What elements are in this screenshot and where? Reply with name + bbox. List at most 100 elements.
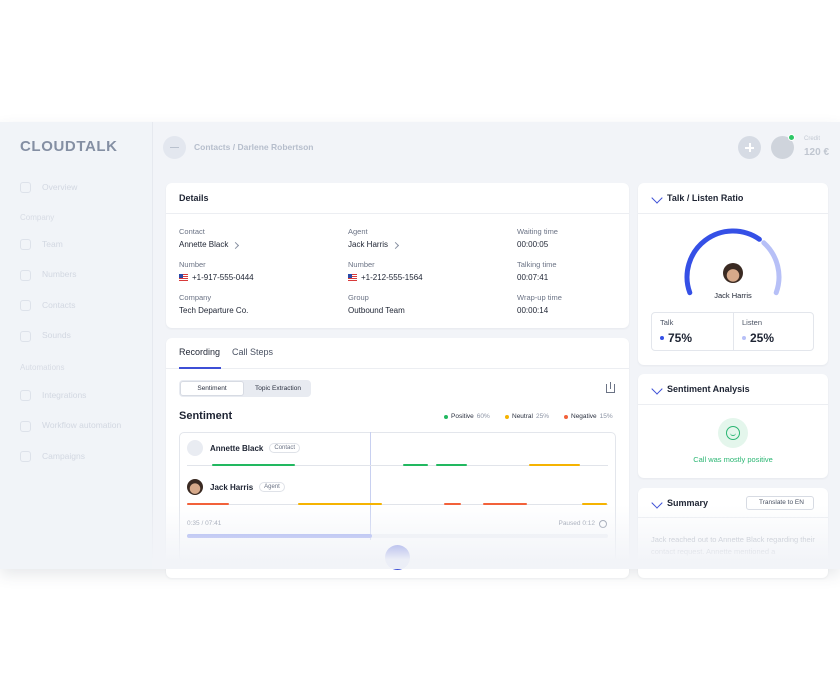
section-heading: Sentiment — [179, 410, 233, 423]
flag-us — [179, 274, 188, 281]
divider — [166, 368, 629, 369]
field-value[interactable]: Annette Black — [179, 240, 229, 250]
agent-name: Jack Harris — [714, 290, 752, 300]
nav-item[interactable]: Integrations — [42, 389, 87, 400]
track — [187, 503, 608, 505]
card-title: Summary — [667, 497, 709, 508]
sentiment-segment — [582, 503, 607, 505]
stat-value: 25% — [750, 330, 775, 345]
add-plus-v — [749, 143, 751, 152]
sentiment-segment — [529, 464, 580, 466]
sidebar-divider — [152, 122, 153, 569]
breadcrumb[interactable]: Contacts / Darlene Robertson — [194, 141, 314, 152]
nav-item[interactable]: Sounds — [42, 330, 71, 341]
field-value: Outbound Team — [348, 306, 405, 316]
nav-item[interactable]: Contacts — [42, 299, 76, 310]
legend-value: 60% — [476, 413, 490, 420]
speaker-name: Jack Harris — [210, 482, 254, 492]
divider — [638, 213, 828, 214]
nav-item[interactable]: Overview — [42, 181, 78, 192]
legend-item: Neutral 25% — [512, 412, 572, 422]
field-value: 00:00:14 — [517, 306, 549, 316]
stats-box — [651, 312, 814, 351]
legend-value: 25% — [535, 413, 549, 420]
legend-dot — [564, 415, 568, 419]
online-dot — [788, 134, 795, 141]
flag-us — [348, 274, 357, 281]
nav-icon — [20, 269, 31, 281]
translate-label[interactable]: Translate to EN — [759, 499, 804, 507]
segment-active[interactable] — [180, 381, 244, 396]
sentiment-segment — [212, 464, 295, 466]
legend-dot — [505, 415, 509, 419]
sentiment-segment — [436, 464, 467, 466]
credit-label: Credit — [804, 136, 821, 143]
flag-canton — [179, 274, 183, 278]
field-value: 00:07:41 — [517, 273, 549, 283]
nav-section-title: Automations — [20, 363, 65, 373]
smile-face — [726, 426, 740, 440]
download-icon[interactable] — [606, 384, 615, 393]
field-label: Group — [348, 292, 369, 302]
field-value: 00:00:05 — [517, 240, 549, 250]
card-title: Talk / Listen Ratio — [667, 192, 744, 203]
legend-value: 15% — [599, 413, 613, 420]
stat-label: Talk — [660, 317, 674, 327]
bottom-fade — [0, 505, 840, 569]
field-value: +1-917-555-0444 — [192, 273, 254, 283]
sentiment-segment — [298, 503, 382, 505]
details-card — [166, 183, 629, 328]
nav-item[interactable]: Team — [42, 238, 63, 249]
download-arrow — [610, 382, 612, 389]
speaker-role: Agent — [259, 482, 285, 492]
field-label: Wrap-up time — [517, 292, 562, 302]
tab[interactable]: Call Steps — [232, 346, 274, 357]
sentiment-segment — [187, 503, 229, 505]
divider — [638, 404, 828, 405]
segment[interactable]: Topic Extraction — [255, 384, 301, 392]
logo: CLOUDTALK — [20, 138, 118, 155]
card-title: Details — [179, 192, 209, 203]
field-label: Company — [179, 292, 212, 302]
stat-dot — [742, 336, 746, 340]
speaker-avatar — [187, 440, 203, 456]
field-label: Waiting time — [517, 226, 558, 236]
nav-icon — [20, 239, 31, 250]
field-label: Talking time — [517, 259, 557, 269]
nav-icon — [20, 451, 31, 462]
sentiment-segment — [403, 464, 428, 466]
field-value[interactable]: Jack Harris — [348, 240, 389, 250]
speaker-row: Annette Black Contact — [210, 442, 410, 454]
field-value: Tech Departure Co. — [179, 306, 249, 316]
field-value: +1-212-555-1564 — [361, 273, 423, 283]
card-title: Sentiment Analysis — [667, 383, 750, 394]
legend-name: Negative — [571, 413, 597, 420]
nav-section-title: Company — [20, 213, 55, 223]
tab[interactable]: Recording — [179, 346, 221, 357]
credit-value: 120 € — [804, 147, 830, 158]
user-avatar[interactable] — [771, 136, 794, 159]
nav-icon — [20, 300, 31, 311]
nav-item[interactable]: Campaigns — [42, 450, 85, 461]
sentiment-result: Call was mostly positive — [693, 454, 773, 464]
speaker-avatar — [187, 479, 203, 495]
legend-item: Negative 15% — [571, 412, 631, 422]
nav-icon — [20, 420, 31, 432]
tab-underline — [179, 367, 221, 369]
segment[interactable]: Sentiment — [197, 384, 227, 392]
playhead — [370, 432, 371, 540]
speaker-name: Annette Black — [210, 443, 264, 453]
nav-item[interactable]: Workflow automation — [42, 420, 122, 431]
legend-item: Positive 60% — [451, 412, 511, 422]
smile-mouth — [730, 431, 736, 436]
nav-item[interactable]: Numbers — [42, 269, 77, 280]
speaker-role: Contact — [269, 443, 301, 453]
speaker-row: Jack Harris Agent — [210, 481, 410, 493]
stat-value: 75% — [668, 330, 693, 345]
nav-icon — [20, 390, 31, 401]
sentiment-segment — [444, 503, 461, 505]
legend-dot — [444, 415, 448, 419]
sentiment-segment — [483, 503, 527, 505]
track — [187, 464, 608, 466]
